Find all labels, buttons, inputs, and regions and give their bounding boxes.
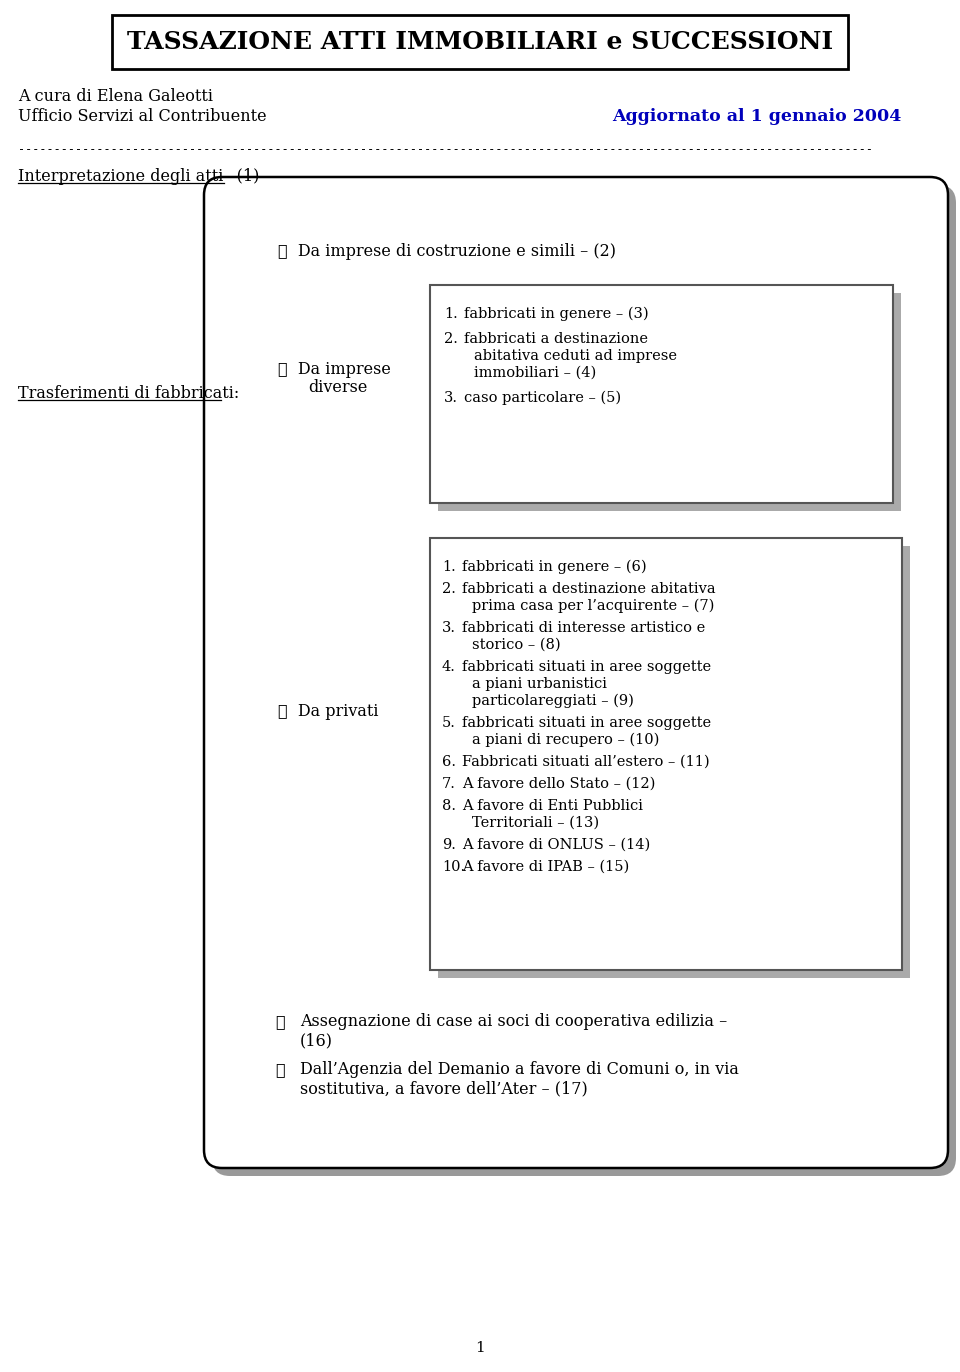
FancyBboxPatch shape <box>112 15 848 69</box>
Text: 3.: 3. <box>444 391 458 405</box>
Text: fabbricati in genere – (3): fabbricati in genere – (3) <box>464 307 649 321</box>
Text: 2.: 2. <box>442 582 456 595</box>
Text: ❖  Da imprese di costruzione e simili – (2): ❖ Da imprese di costruzione e simili – (… <box>278 243 616 261</box>
Text: particolareggiati – (9): particolareggiati – (9) <box>472 694 634 708</box>
Text: Territoriali – (13): Territoriali – (13) <box>472 816 599 830</box>
Text: 3.: 3. <box>442 622 456 635</box>
Text: 4.: 4. <box>442 660 456 674</box>
Text: fabbricati situati in aree soggette: fabbricati situati in aree soggette <box>462 660 711 674</box>
Text: 2.: 2. <box>444 332 458 346</box>
Text: TASSAZIONE ATTI IMMOBILIARI e SUCCESSIONI: TASSAZIONE ATTI IMMOBILIARI e SUCCESSION… <box>127 30 833 54</box>
Text: Dall’Agenzia del Demanio a favore di Comuni o, in via: Dall’Agenzia del Demanio a favore di Com… <box>300 1061 739 1078</box>
FancyBboxPatch shape <box>430 285 893 504</box>
FancyBboxPatch shape <box>438 294 901 510</box>
Text: Aggiornato al 1 gennaio 2004: Aggiornato al 1 gennaio 2004 <box>612 108 901 125</box>
Text: ❖: ❖ <box>275 1061 284 1078</box>
Text: a piani di recupero – (10): a piani di recupero – (10) <box>472 733 660 748</box>
Text: A favore di ONLUS – (14): A favore di ONLUS – (14) <box>462 838 650 852</box>
FancyBboxPatch shape <box>204 177 948 1168</box>
Text: fabbricati a destinazione: fabbricati a destinazione <box>464 332 648 346</box>
Text: 6.: 6. <box>442 755 456 768</box>
FancyBboxPatch shape <box>438 546 910 978</box>
Text: 5.: 5. <box>442 716 456 730</box>
Text: 1.: 1. <box>442 560 456 573</box>
Text: a piani urbanistici: a piani urbanistici <box>472 676 607 691</box>
Text: caso particolare – (5): caso particolare – (5) <box>464 391 621 405</box>
Text: diverse: diverse <box>308 380 368 397</box>
Text: fabbricati in genere – (6): fabbricati in genere – (6) <box>462 560 647 575</box>
Text: A cura di Elena Galeotti: A cura di Elena Galeotti <box>18 88 213 106</box>
Text: 9.: 9. <box>442 838 456 852</box>
FancyBboxPatch shape <box>430 538 902 970</box>
Text: fabbricati a destinazione abitativa: fabbricati a destinazione abitativa <box>462 582 715 595</box>
Text: ❖: ❖ <box>275 1013 284 1030</box>
Text: A favore dello Stato – (12): A favore dello Stato – (12) <box>462 777 656 792</box>
Text: ❖  Da privati: ❖ Da privati <box>278 704 378 720</box>
Text: Assegnazione di case ai soci di cooperativa edilizia –: Assegnazione di case ai soci di cooperat… <box>300 1013 728 1030</box>
Text: sostitutiva, a favore dell’Ater – (17): sostitutiva, a favore dell’Ater – (17) <box>300 1080 588 1098</box>
Text: prima casa per l’acquirente – (7): prima casa per l’acquirente – (7) <box>472 600 714 613</box>
Text: 1.: 1. <box>444 307 458 321</box>
Text: 1: 1 <box>475 1340 485 1356</box>
Text: A favore di Enti Pubblici: A favore di Enti Pubblici <box>462 799 643 814</box>
Text: 10.: 10. <box>442 860 466 874</box>
Text: fabbricati situati in aree soggette: fabbricati situati in aree soggette <box>462 716 711 730</box>
Text: immobiliari – (4): immobiliari – (4) <box>474 366 596 380</box>
Text: --------------------------------------------------------------------------------: ----------------------------------------… <box>18 143 873 156</box>
Text: 8.: 8. <box>442 799 456 814</box>
Text: (16): (16) <box>300 1032 333 1050</box>
Text: storico – (8): storico – (8) <box>472 638 561 652</box>
Text: 7.: 7. <box>442 777 456 792</box>
Text: abitativa ceduti ad imprese: abitativa ceduti ad imprese <box>474 348 677 364</box>
Text: Trasferimenti di fabbricati:: Trasferimenti di fabbricati: <box>18 386 239 402</box>
FancyBboxPatch shape <box>212 185 956 1176</box>
Text: Interpretazione degli atti –(1): Interpretazione degli atti –(1) <box>18 167 259 185</box>
Text: Ufficio Servizi al Contribuente: Ufficio Servizi al Contribuente <box>18 108 267 125</box>
Text: fabbricati di interesse artistico e: fabbricati di interesse artistico e <box>462 622 706 635</box>
Text: A favore di IPAB – (15): A favore di IPAB – (15) <box>462 860 629 874</box>
Text: Fabbricati situati all’estero – (11): Fabbricati situati all’estero – (11) <box>462 755 709 768</box>
Text: ❖  Da imprese: ❖ Da imprese <box>278 361 391 379</box>
